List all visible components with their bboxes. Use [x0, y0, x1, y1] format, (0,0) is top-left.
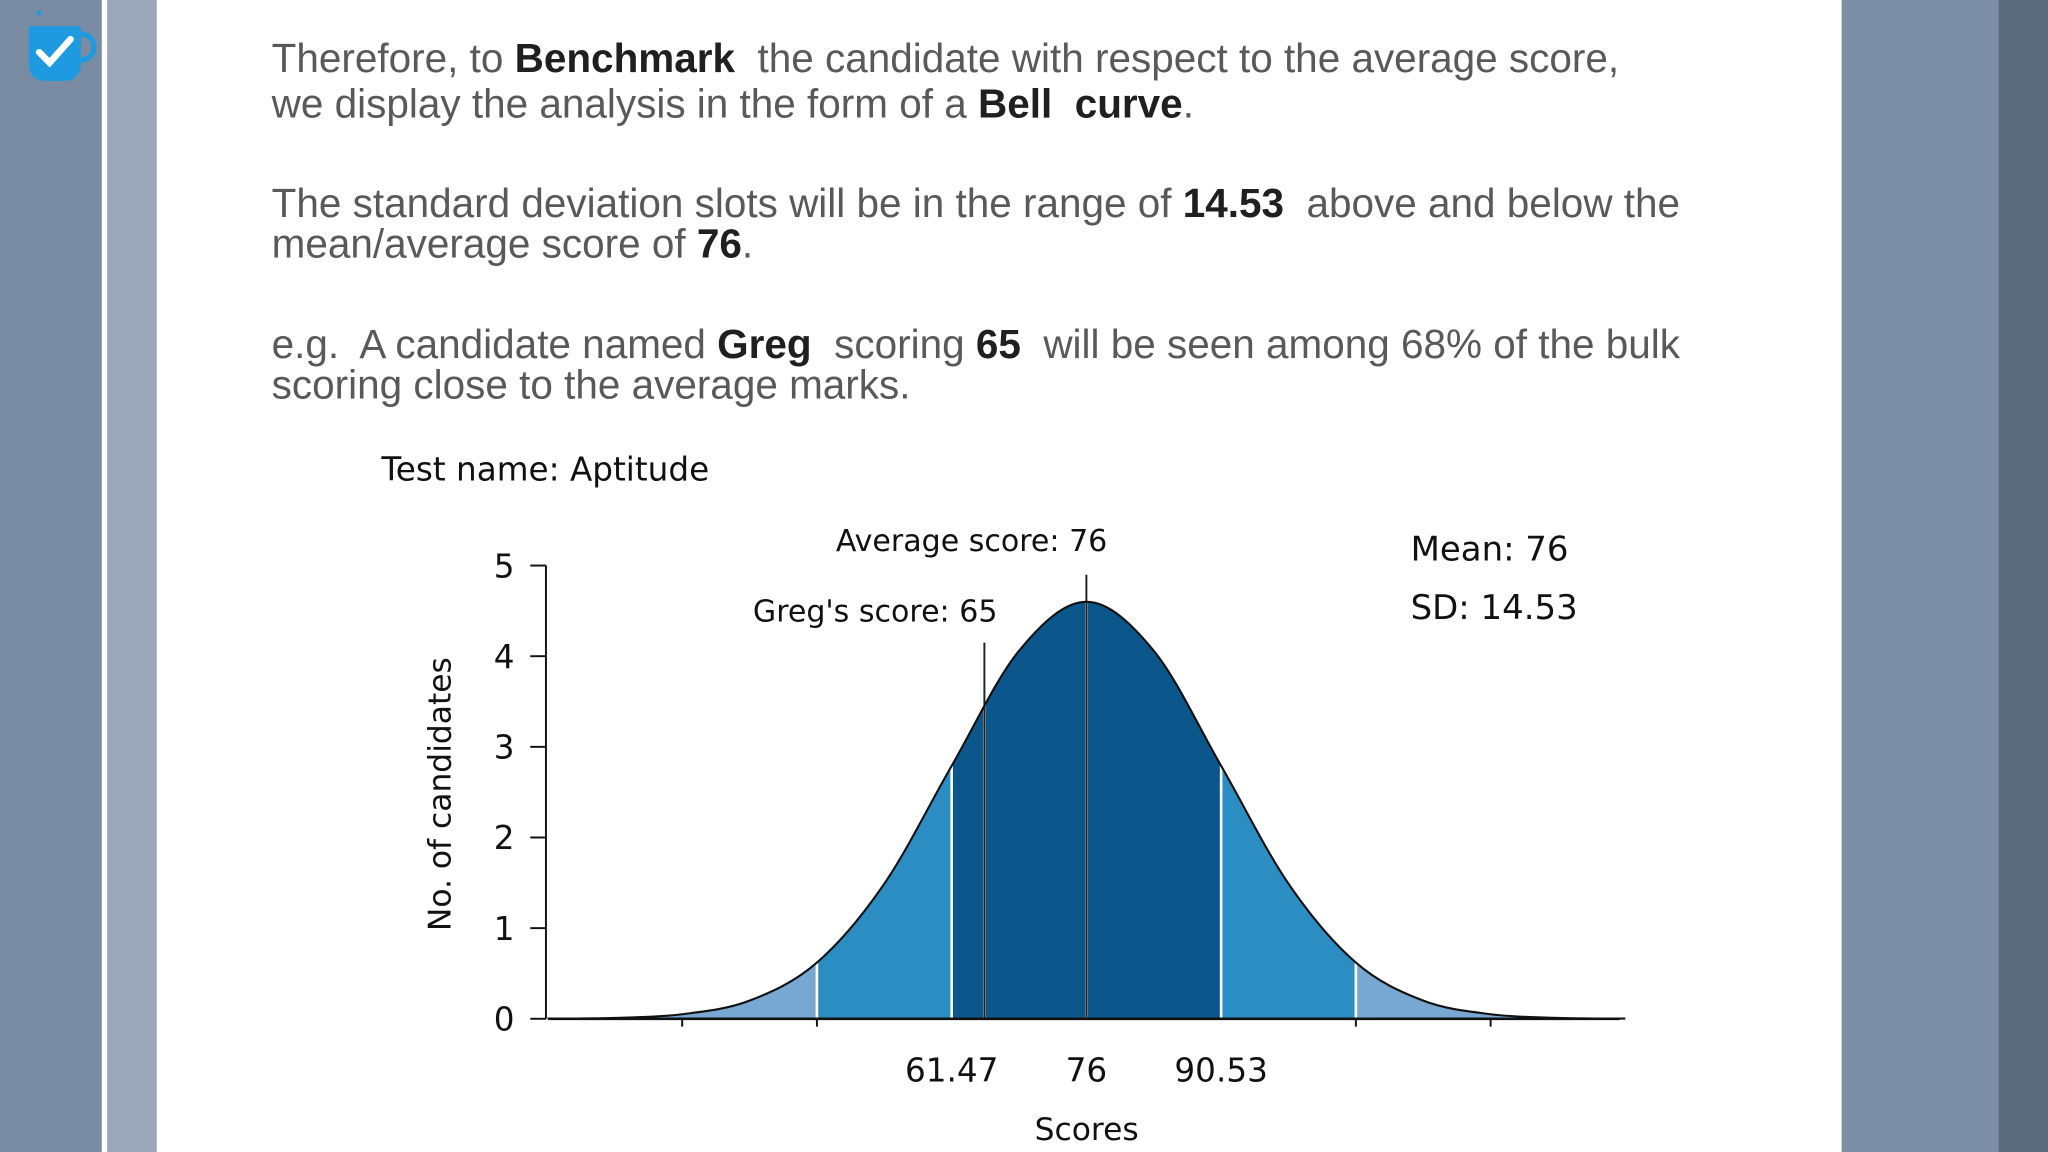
bold-text: Greg	[717, 321, 811, 367]
bold-text: 76	[697, 220, 742, 266]
stat-label: Mean: 76	[1411, 529, 1569, 569]
text: The standard deviation slots will be in …	[272, 180, 1183, 226]
text: mean/average score of	[272, 220, 697, 266]
paragraphs: Therefore, to Benchmark the candidate wi…	[271, 35, 1681, 408]
text: scoring	[812, 321, 976, 367]
band	[1221, 601, 1356, 1019]
paragraph-line: e.g. A candidate named Greg scoring 65 w…	[272, 321, 1681, 367]
paragraph-line: The standard deviation slots will be in …	[272, 180, 1680, 226]
y-tick-label: 2	[494, 819, 515, 857]
paragraph-line: scoring close to the average marks.	[272, 361, 911, 407]
right-band	[1841, 0, 1999, 1152]
x-tick-label: 76	[1066, 1051, 1108, 1089]
area-fill	[548, 601, 1620, 1019]
text: .	[1183, 81, 1194, 127]
logo-icon	[28, 10, 97, 81]
x-tick-label: 90.53	[1174, 1051, 1267, 1089]
text: Therefore, to	[272, 35, 515, 81]
text: e.g. A candidate named	[272, 321, 718, 367]
paragraph-line: mean/average score of 76.	[272, 220, 753, 266]
text: .	[742, 220, 753, 266]
bell-curve	[547, 600, 1626, 1020]
left-strip	[0, 0, 102, 1152]
text: scoring close to the average marks.	[272, 361, 911, 407]
bold-text: 14.53	[1183, 180, 1284, 226]
text: above and below the	[1284, 180, 1680, 226]
band	[1355, 601, 1620, 1019]
band	[548, 601, 817, 1019]
x-tick-label: 61.47	[905, 1051, 998, 1089]
paragraph-line: we display the analysis in the form of a…	[271, 81, 1194, 127]
left-divider	[101, 0, 108, 1152]
paragraph-line: Therefore, to Benchmark the candidate wi…	[272, 35, 1619, 81]
annotation: Average score: 76	[836, 524, 1107, 559]
y-axis-label: No. of candidates	[423, 657, 459, 931]
x-axis-label: Scores	[1035, 1112, 1139, 1148]
band	[816, 601, 952, 1019]
y-tick-label: 5	[494, 547, 515, 585]
chart: Test name: Aptitude No. of candidates Scor…	[380, 451, 1626, 1148]
bold-text: Bell curve	[978, 81, 1183, 127]
y-tick-label: 4	[494, 638, 515, 676]
stat-label: SD: 14.53	[1411, 588, 1578, 628]
y-tick-label: 0	[494, 1001, 515, 1039]
bold-text: Benchmark	[515, 35, 736, 81]
y-tick-label: 3	[494, 729, 515, 767]
text: we display the analysis in the form of a	[271, 81, 978, 127]
text: will be seen among 68% of the bulk	[1021, 321, 1681, 367]
annotation: Greg's score: 65	[753, 595, 998, 630]
right-strip	[1998, 0, 2048, 1152]
chart-title: Test name: Aptitude	[380, 451, 709, 489]
left-band	[107, 0, 157, 1152]
bold-text: 65	[976, 321, 1021, 367]
text: the candidate with respect to the averag…	[735, 35, 1619, 81]
y-tick-label: 1	[494, 910, 515, 948]
